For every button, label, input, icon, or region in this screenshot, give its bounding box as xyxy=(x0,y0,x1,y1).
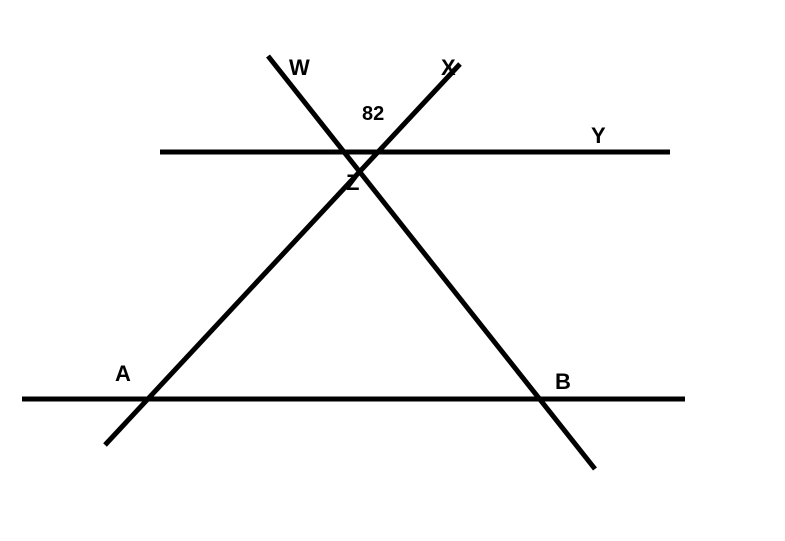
label-W: W xyxy=(289,55,310,81)
line-WB-diagonal xyxy=(268,56,595,469)
label-X: X xyxy=(441,55,456,81)
geometry-diagram xyxy=(0,0,785,541)
label-A: A xyxy=(115,361,131,387)
label-B: B xyxy=(555,369,571,395)
line-XA-diagonal xyxy=(105,64,460,445)
label-Z: Z xyxy=(346,170,359,196)
label-Y: Y xyxy=(591,123,606,149)
angle-value-82: 82 xyxy=(362,103,384,126)
